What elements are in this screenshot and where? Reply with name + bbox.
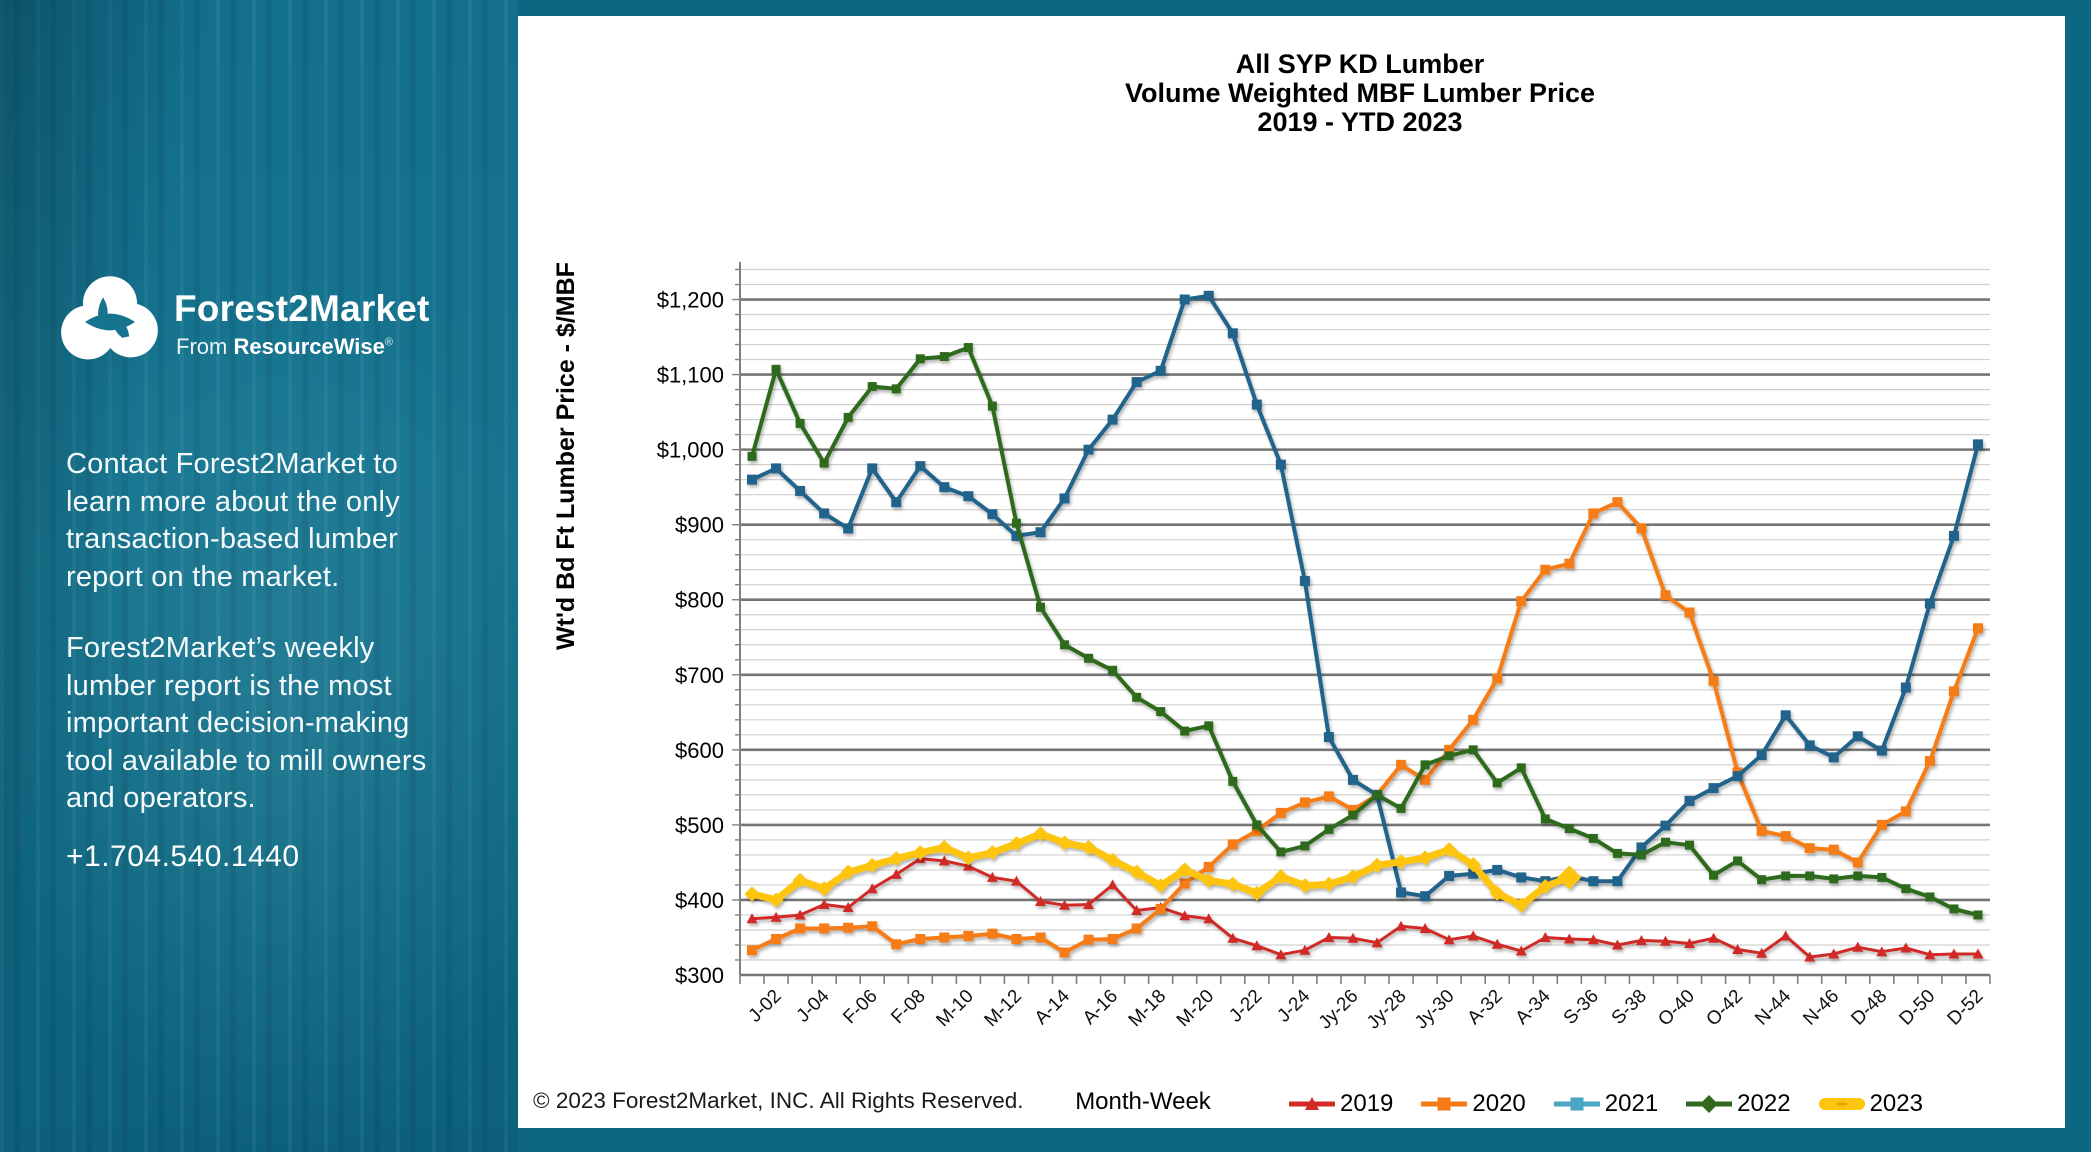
price-line-chart: $300 $400 $500 $600 $700 $800 $900 $1,000 $1,100… [657,262,1991,1034]
svg-text:J-02: J-02 [745,986,786,1027]
legend-item-2022: 2022 [1685,1090,1791,1118]
legend-label-2021: 2021 [1604,1090,1659,1117]
svg-text:J-24: J-24 [1273,985,1314,1026]
svg-text:N-46: N-46 [1799,986,1843,1030]
svg-text:M-20: M-20 [1173,986,1218,1031]
brand-subtitle: From ResourceWise® [176,334,393,360]
paragraph-line: Contact Forest2Market to [66,448,398,480]
svg-text:J-04: J-04 [793,985,834,1026]
chart-title: All SYP KD Lumber Volume Weighted MBF Lu… [960,50,1760,137]
svg-text:M-12: M-12 [981,986,1026,1031]
legend-item-2020: 2020 [1420,1090,1526,1118]
paragraph-line: learn more about the only [66,485,400,518]
paragraph-line: lumber report is the most [66,669,392,702]
svg-text:$600: $600 [675,738,724,763]
paragraph-line: important decision-making [66,707,410,739]
sidebar: Forest2Market From ResourceWise® Contact… [0,0,518,1152]
svg-text:N-44: N-44 [1751,985,1795,1029]
chart-gridlines [740,268,1990,961]
forest2market-logo-icon [61,276,158,360]
svg-text:F-06: F-06 [839,986,881,1028]
chart-panel: All SYP KD Lumber Volume Weighted MBF Lu… [518,16,2065,1128]
svg-text:$1,200: $1,200 [657,288,724,313]
x-axis-title: Month-Week [1075,1088,1211,1115]
svg-text:M-10: M-10 [932,986,977,1031]
registered-mark: ® [384,336,393,349]
series-2019 [746,853,1984,962]
svg-text:A-32: A-32 [1464,986,1507,1029]
series-2021 [747,290,1983,902]
svg-text:D-50: D-50 [1895,986,1939,1030]
chart-legend: 2019 2020 2021 2022 2023 [1288,1086,1923,1122]
svg-text:Jy-30: Jy-30 [1411,986,1459,1034]
legend-item-2021: 2021 [1553,1090,1658,1118]
svg-text:$500: $500 [675,813,724,838]
svg-text:$300: $300 [675,963,724,988]
svg-text:O-40: O-40 [1654,986,1699,1031]
svg-text:J-22: J-22 [1225,986,1266,1027]
svg-text:A-14: A-14 [1031,985,1075,1029]
svg-text:A-16: A-16 [1079,986,1122,1029]
svg-text:$700: $700 [675,663,724,688]
copyright-text: © 2023 Forest2Market, INC. All Rights Re… [533,1088,1024,1113]
series-2023 [744,826,1582,913]
svg-text:D-52: D-52 [1944,986,1988,1030]
svg-text:O-42: O-42 [1702,986,1747,1031]
svg-text:Jy-28: Jy-28 [1363,986,1411,1034]
sidebar-paragraph-contact: Contact Forest2Market to learn more abou… [66,446,400,596]
paragraph-line: Forest2Market’s weekly [66,632,375,664]
svg-text:S-38: S-38 [1608,986,1651,1029]
legend-swatch-2019 [1289,1097,1335,1110]
legend-label-2019: 2019 [1340,1090,1394,1117]
svg-text:M-18: M-18 [1125,986,1170,1031]
paragraph-line: report on the market. [66,560,340,593]
svg-text:F-08: F-08 [887,986,929,1028]
paragraph-line: and operators. [66,782,256,814]
legend-label-2020: 2020 [1472,1090,1526,1117]
svg-text:$900: $900 [675,513,724,538]
legend-swatch-2021 [1553,1097,1600,1111]
sidebar-paragraph-weekly-report: Forest2Market’s weekly lumber report is … [66,630,426,818]
chart-title-line3: 2019 - YTD 2023 [1257,107,1463,137]
svg-text:D-48: D-48 [1847,986,1891,1030]
legend-item-2019: 2019 [1288,1090,1393,1118]
legend-swatch-2023 [1818,1098,1865,1110]
brand-sub-name: ResourceWise [233,334,385,359]
svg-text:$1,000: $1,000 [657,438,724,463]
legend-item-2023: 2023 [1818,1090,1923,1118]
chart-axes [732,262,1991,984]
svg-text:$1,100: $1,100 [657,363,724,388]
brand-name: Forest2Market [174,288,430,329]
svg-text:S-36: S-36 [1560,986,1603,1029]
chart-title-line2: Volume Weighted MBF Lumber Price [1124,78,1596,108]
legend-label-2022: 2022 [1737,1090,1791,1117]
legend-row: Month-Week 2019 2020 2021 2022 2023 [518,1086,2065,1122]
forest2market-logo: Forest2Market From ResourceWise® [56,268,486,378]
chart-title-line1: All SYP KD Lumber [1235,49,1485,79]
legend-swatch-2020 [1421,1097,1468,1111]
legend-label-2023: 2023 [1869,1090,1923,1117]
brand-sub-prefix: From [176,334,234,359]
phone-number: +1.704.540.1440 [66,840,300,873]
chart-series [744,290,1984,962]
svg-text:$800: $800 [675,588,724,613]
paragraph-line: tool available to mill owners [66,744,427,777]
series-2022 [747,343,1983,920]
chart-axis-labels: $300 $400 $500 $600 $700 $800 $900 $1,000 $1,100… [657,288,1988,1034]
paragraph-line: transaction-based lumber [66,523,399,555]
svg-text:Jy-26: Jy-26 [1315,986,1363,1034]
legend-swatch-2022 [1686,1095,1733,1113]
svg-text:$400: $400 [675,888,724,913]
svg-text:A-34: A-34 [1512,985,1556,1029]
